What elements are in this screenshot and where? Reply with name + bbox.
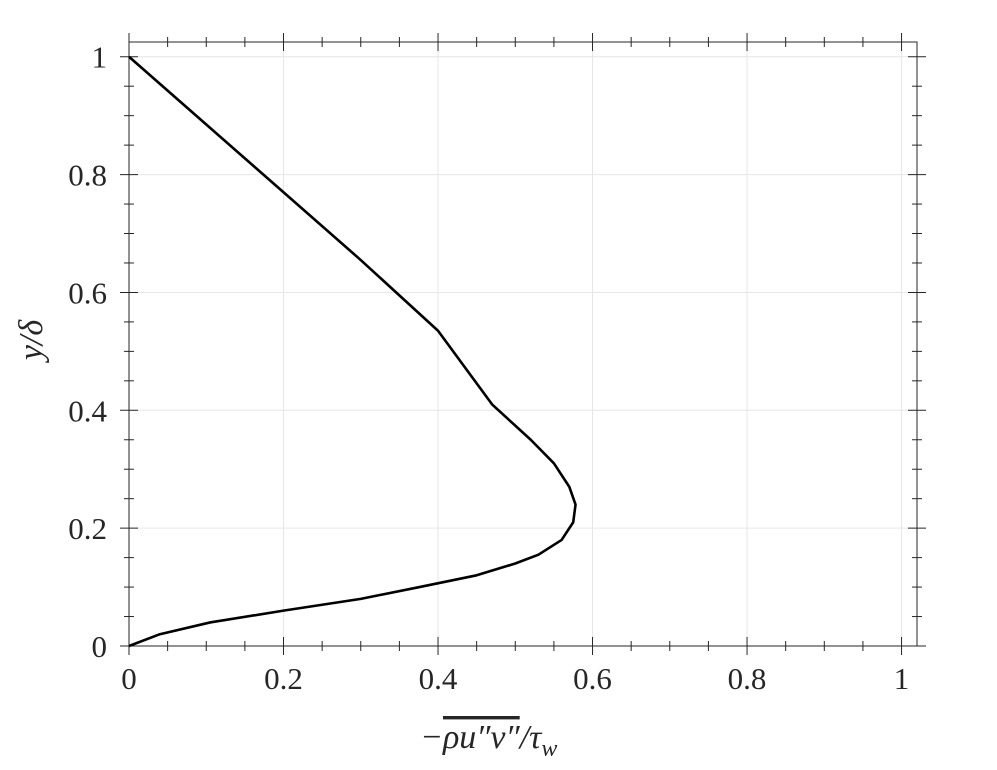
x-tick-label: 0.2	[264, 661, 303, 696]
y-tick-label: 0.4	[68, 393, 107, 428]
x-tick-label: 0	[121, 661, 137, 696]
x-tick-label: 1	[894, 661, 910, 696]
x-tick-label: 0.8	[728, 661, 767, 696]
axes-box	[128, 41, 918, 647]
y-axis-label: y/δ	[13, 319, 50, 364]
x-tick-label: 0.6	[573, 661, 612, 696]
y-tick-label: 0.8	[68, 158, 107, 193]
y-tick-label: 1	[92, 40, 108, 75]
x-label-subscript: w	[541, 736, 557, 762]
x-label-prefix: −	[420, 719, 443, 756]
x-label-overline: ρu″v″	[442, 719, 521, 756]
x-axis-label: −ρu″v″/τw	[420, 719, 557, 762]
x-tick-label: 0.4	[419, 661, 458, 696]
y-tick-label: 0.6	[68, 275, 107, 310]
y-tick-label: 0.2	[68, 511, 107, 546]
x-label-suffix: /τ	[518, 719, 543, 756]
y-tick-label: 0	[92, 629, 108, 664]
data-line	[128, 55, 577, 648]
